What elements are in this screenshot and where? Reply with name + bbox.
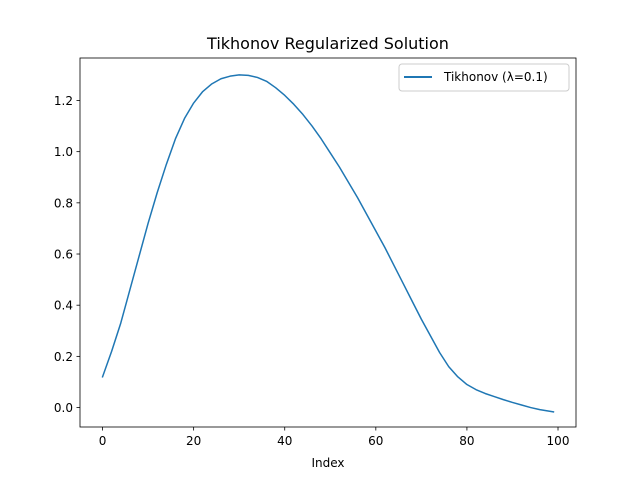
x-tick-label: 20 (186, 434, 201, 448)
chart-title: Tikhonov Regularized Solution (206, 34, 449, 53)
y-tick-label: 0.8 (54, 196, 73, 210)
y-tick-label: 0.0 (54, 401, 73, 415)
y-tick-label: 1.0 (54, 145, 73, 159)
x-axis-label: Index (311, 456, 344, 470)
legend-label: Tikhonov (λ=0.1) (443, 70, 548, 84)
x-tick-label: 60 (368, 434, 383, 448)
y-tick-label: 0.6 (54, 248, 73, 262)
legend-box (398, 63, 570, 92)
x-tick-label: 100 (547, 434, 570, 448)
y-tick-label: 0.2 (54, 350, 73, 364)
x-tick-label: 80 (459, 434, 474, 448)
y-tick-label: 0.4 (54, 299, 73, 313)
y-tick-label: 1.2 (54, 94, 73, 108)
series-line-0 (101, 74, 555, 413)
legend: Tikhonov (λ=0.1) (398, 63, 570, 92)
x-tick-label: 40 (277, 434, 292, 448)
x-tick-label: 0 (99, 434, 107, 448)
plot-frame (79, 57, 577, 428)
